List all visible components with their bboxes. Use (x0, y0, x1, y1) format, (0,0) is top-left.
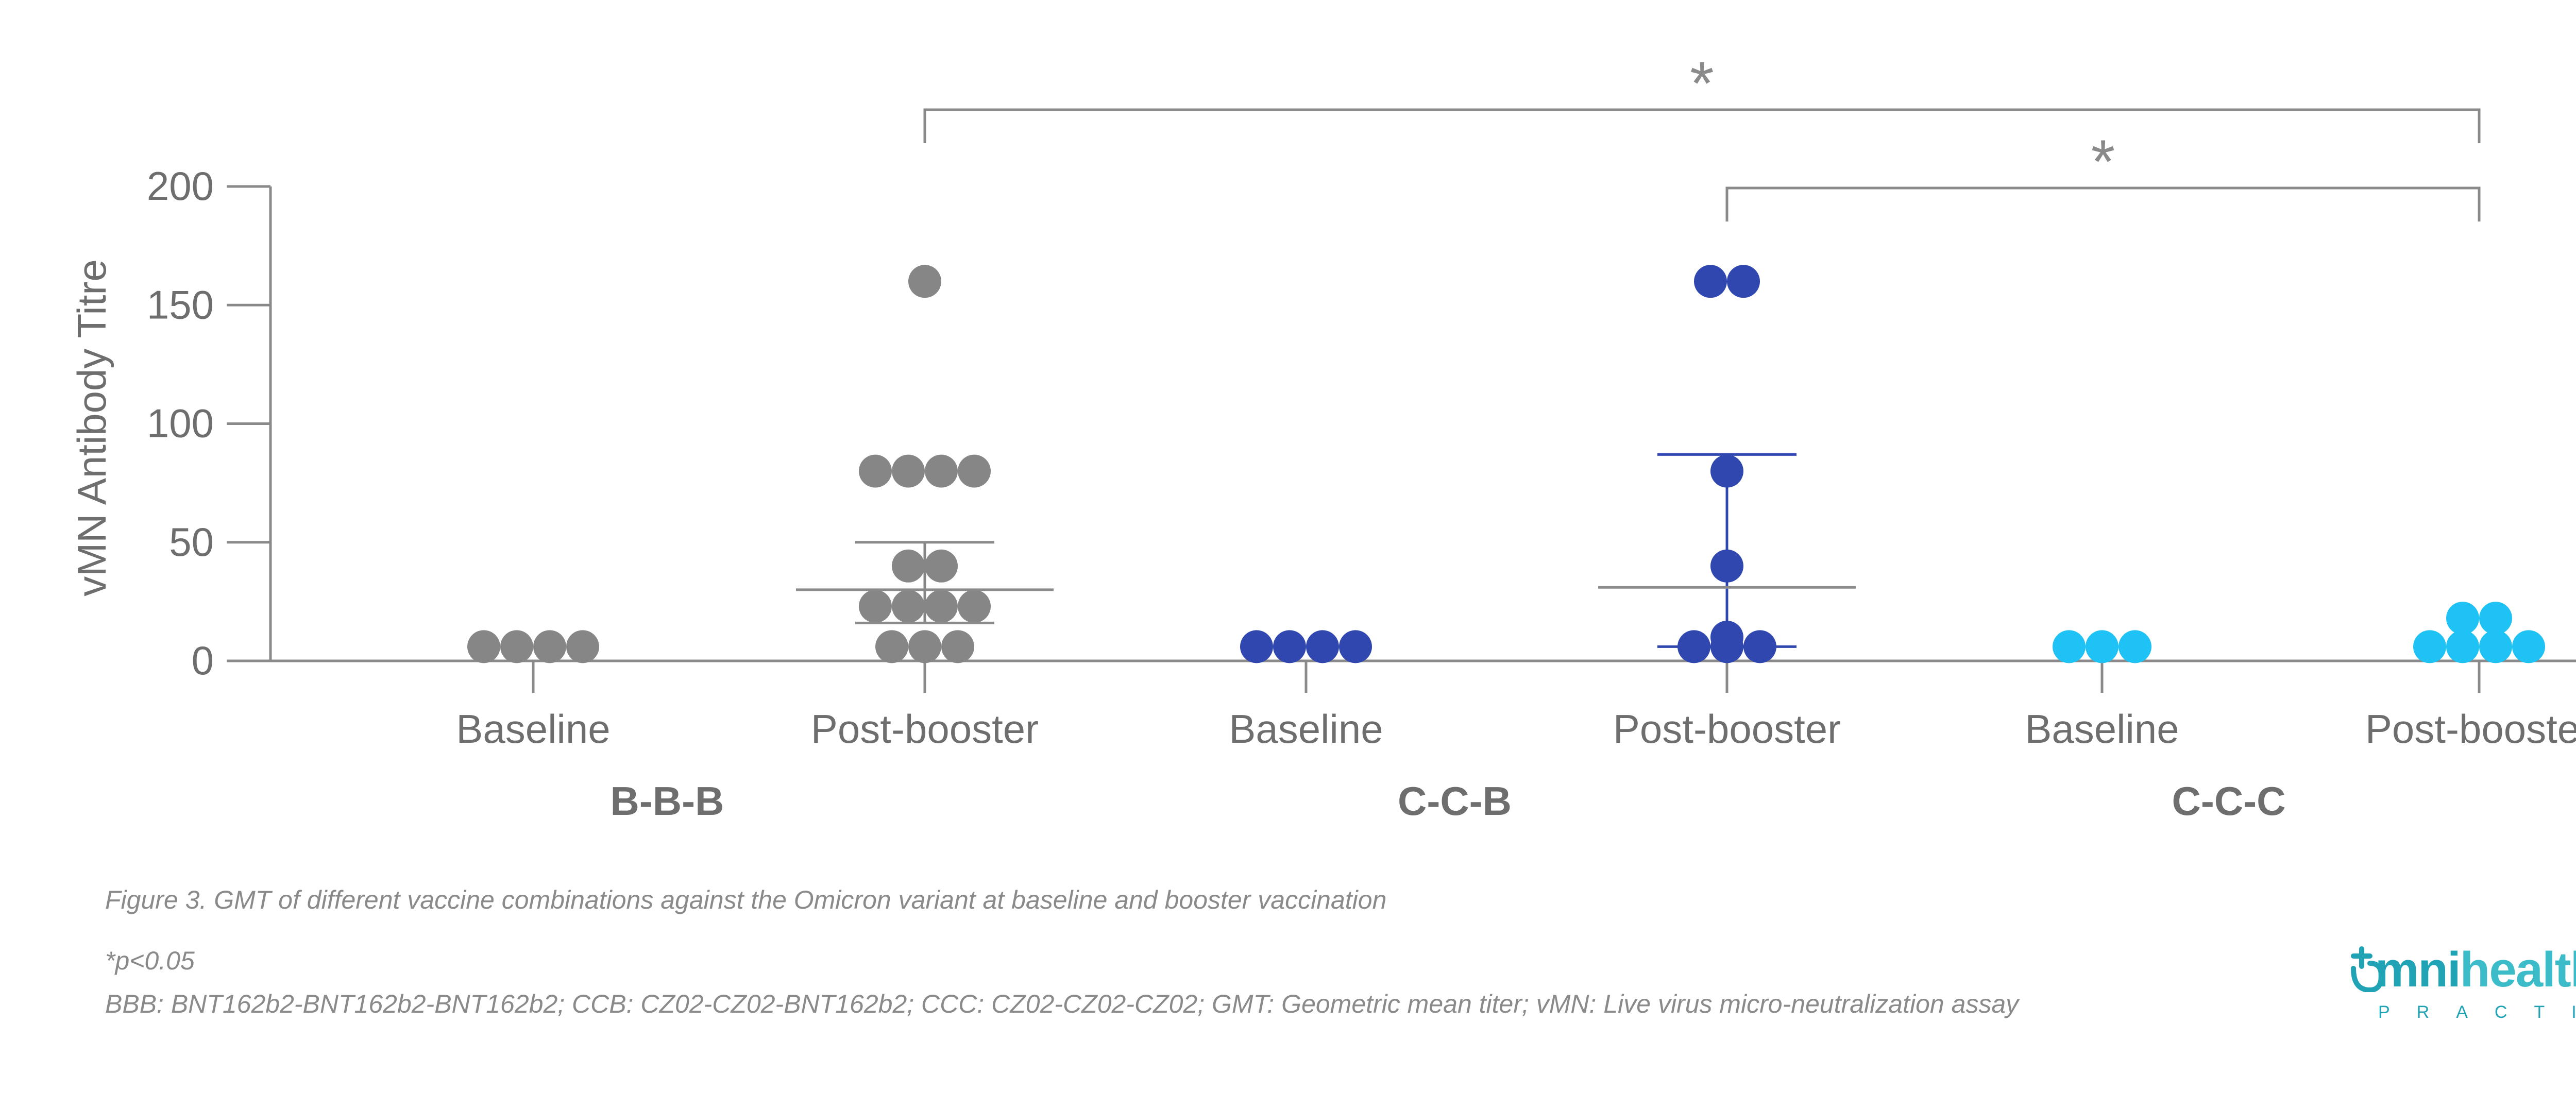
data-point (892, 590, 925, 623)
data-point (2512, 630, 2545, 663)
pvalue-note: *p<0.05 (105, 946, 195, 975)
data-point (892, 549, 925, 583)
data-point (925, 549, 958, 583)
data-point (1273, 630, 1306, 663)
group-label: B-B-B (611, 778, 724, 824)
data-point (941, 630, 974, 663)
data-point (908, 630, 941, 663)
data-point (925, 590, 958, 623)
logo-word-secondary: health (2460, 942, 2576, 997)
group-label: C-C-C (2172, 778, 2286, 824)
logo-word-primary: mni (2375, 942, 2461, 997)
significance-label: * (2091, 127, 2115, 196)
y-tick-label: 200 (147, 163, 214, 209)
data-point (2479, 630, 2512, 663)
data-point (859, 454, 892, 488)
data-point (467, 630, 500, 663)
data-point (533, 630, 566, 663)
group-label: C-C-B (1398, 778, 1512, 824)
x-tick-label: Post-booster (1613, 706, 1841, 752)
x-tick-label: Baseline (1229, 706, 1383, 752)
data-point (925, 454, 958, 488)
data-point (2446, 602, 2479, 635)
data-point (958, 590, 991, 623)
data-points (467, 265, 2545, 663)
x-tick-label: Baseline (456, 706, 610, 752)
data-point (892, 454, 925, 488)
data-point (2479, 602, 2512, 635)
x-tick-label: Baseline (2025, 706, 2179, 752)
data-point (1727, 265, 1760, 298)
figure-caption: Figure 3. GMT of different vaccine combi… (105, 885, 1387, 914)
logo-wordmark: mnihealth (2375, 942, 2576, 998)
data-point (500, 630, 533, 663)
data-point (2119, 630, 2151, 663)
axes (227, 185, 2576, 693)
significance-brackets: ** (923, 49, 2481, 221)
omnihealth-logo: mnihealth PRACTICE (2349, 942, 2576, 1029)
significance-bracket (923, 108, 2481, 143)
data-point (2086, 630, 2119, 663)
y-axis-label: vMN Antibody Titre (69, 259, 114, 596)
data-point (2053, 630, 2086, 663)
data-point (2446, 630, 2479, 663)
data-point (1306, 630, 1339, 663)
axis-labels: 0 50 100 150 200 vMN Antibody Titre Baseline Po… (69, 163, 2576, 824)
x-tick-label: Post-booster (2365, 706, 2576, 752)
y-tick-label: 150 (147, 282, 214, 327)
data-point (566, 630, 599, 663)
data-point (859, 590, 892, 623)
data-point (958, 454, 991, 488)
data-point (1339, 630, 1372, 663)
data-point (1694, 265, 1727, 298)
y-tick-label: 0 (192, 638, 214, 683)
y-tick-label: 100 (147, 401, 214, 446)
data-point (875, 630, 908, 663)
x-tick-label: Post-booster (811, 706, 1039, 752)
logo-mark-icon (2351, 946, 2384, 992)
data-point (2413, 630, 2446, 663)
data-point (908, 265, 941, 298)
logo-subtitle: PRACTICE (2378, 1002, 2576, 1022)
data-point (1240, 630, 1273, 663)
significance-bracket (1725, 186, 2481, 221)
significance-label: * (1690, 49, 1714, 118)
y-tick-label: 50 (169, 519, 214, 565)
abbreviations-note: BBB: BNT162b2-BNT162b2-BNT162b2; CCB: CZ… (105, 990, 2019, 1018)
